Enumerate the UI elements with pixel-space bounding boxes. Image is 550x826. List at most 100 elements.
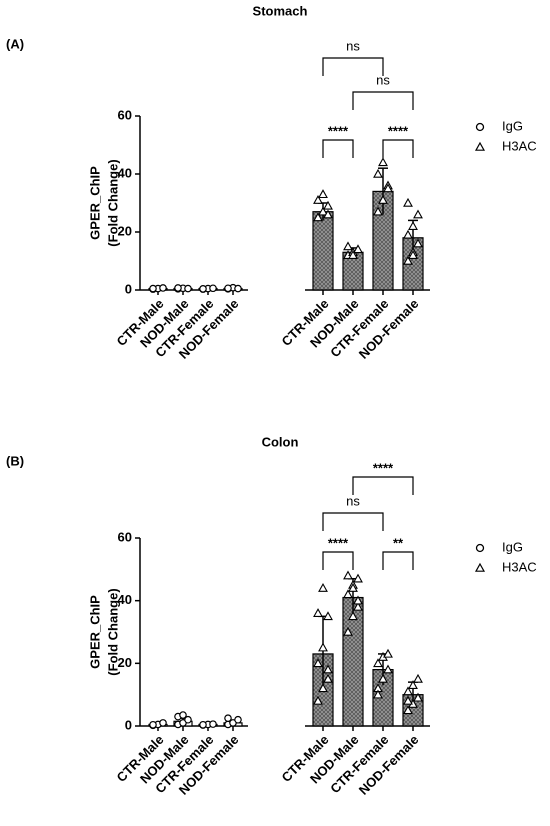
data-point [313,658,323,668]
y-axis-label: (Fold Change) [105,588,120,675]
data-point [318,642,328,652]
chart-title: Stomach [253,3,308,18]
data-point [224,284,232,293]
data-point [159,719,167,727]
data-point [408,680,418,690]
data-point [353,573,363,583]
data-point [209,720,217,728]
y-axis-label: GPER_ChIP [87,595,102,669]
data-point [403,695,413,705]
panel-label: (B) [6,453,24,468]
data-point [348,250,358,259]
y-axis-label: GPER_ChIP [87,166,102,240]
significance-bracket [352,476,414,495]
significance-label: ns [346,493,360,508]
significance-bracket [322,139,354,158]
data-point [323,664,333,674]
y-tick-label: 20 [118,223,132,238]
legend-marker [475,543,485,553]
data-point [373,658,383,668]
data-point [318,583,328,592]
y-tick-label: 40 [118,165,132,180]
data-point [383,648,393,658]
data-point [403,255,413,265]
significance-label: **** [328,535,349,550]
significance-bracket [382,139,414,158]
data-point [353,595,363,605]
data-point [179,711,187,719]
data-point [224,714,232,722]
data-point [403,705,413,715]
data-point [199,720,207,729]
data-point [353,244,363,254]
legend-label: IgG [502,539,523,554]
data-point [343,589,353,599]
data-point [323,673,333,683]
legend-marker [474,141,486,151]
panel-label: (A) [6,36,24,51]
data-point [318,189,328,199]
data-point [234,284,242,293]
data-point [378,673,388,683]
significance-label: ns [376,72,390,87]
significance-bracket [322,57,384,76]
significance-bracket [322,512,384,531]
significance-bracket [322,551,354,570]
significance-bracket [352,91,414,110]
data-point [383,664,393,674]
significance-label: **** [388,123,409,138]
y-tick-label: 0 [125,281,132,296]
y-tick-label: 0 [125,717,132,732]
data-point [343,570,353,580]
significance-label: **** [373,460,394,475]
chart-title: Colon [262,434,299,449]
data-point [403,686,413,696]
y-tick-label: 60 [118,107,132,122]
data-point [159,284,167,292]
legend-label: H3AC [502,138,537,153]
data-point [149,284,157,293]
data-point [313,608,323,617]
legend-label: H3AC [502,559,537,574]
data-point [378,194,388,204]
data-point [313,212,323,222]
data-point [353,601,363,611]
data-point [184,715,192,724]
y-tick-label: 60 [118,529,132,544]
data-point [313,695,323,705]
data-point [408,250,418,259]
data-point [199,285,207,293]
data-point [348,583,358,592]
data-point [373,206,383,216]
data-point [413,673,423,683]
data-point [209,284,217,293]
significance-label: ns [346,38,360,53]
data-point [383,183,393,193]
bar [312,211,334,291]
data-point [378,157,388,167]
significance-label: ** [393,535,404,550]
data-point [343,241,353,251]
y-axis-label: (Fold Change) [105,159,120,246]
y-tick-label: 40 [118,592,132,607]
data-point [413,209,423,219]
data-point [323,200,333,210]
significance-label: **** [328,123,349,138]
legend-marker [474,562,486,572]
data-point [348,611,358,621]
data-point [373,168,383,178]
data-point [323,209,333,219]
data-point [413,238,423,248]
data-point [323,611,333,621]
data-point [413,692,423,702]
significance-bracket [382,551,414,570]
data-point [184,284,192,293]
legend-label: IgG [502,118,523,133]
data-point [313,194,323,204]
data-point [373,689,383,699]
y-tick-label: 20 [118,655,132,670]
data-point [403,229,413,239]
data-point [408,221,418,230]
data-point [149,720,157,729]
